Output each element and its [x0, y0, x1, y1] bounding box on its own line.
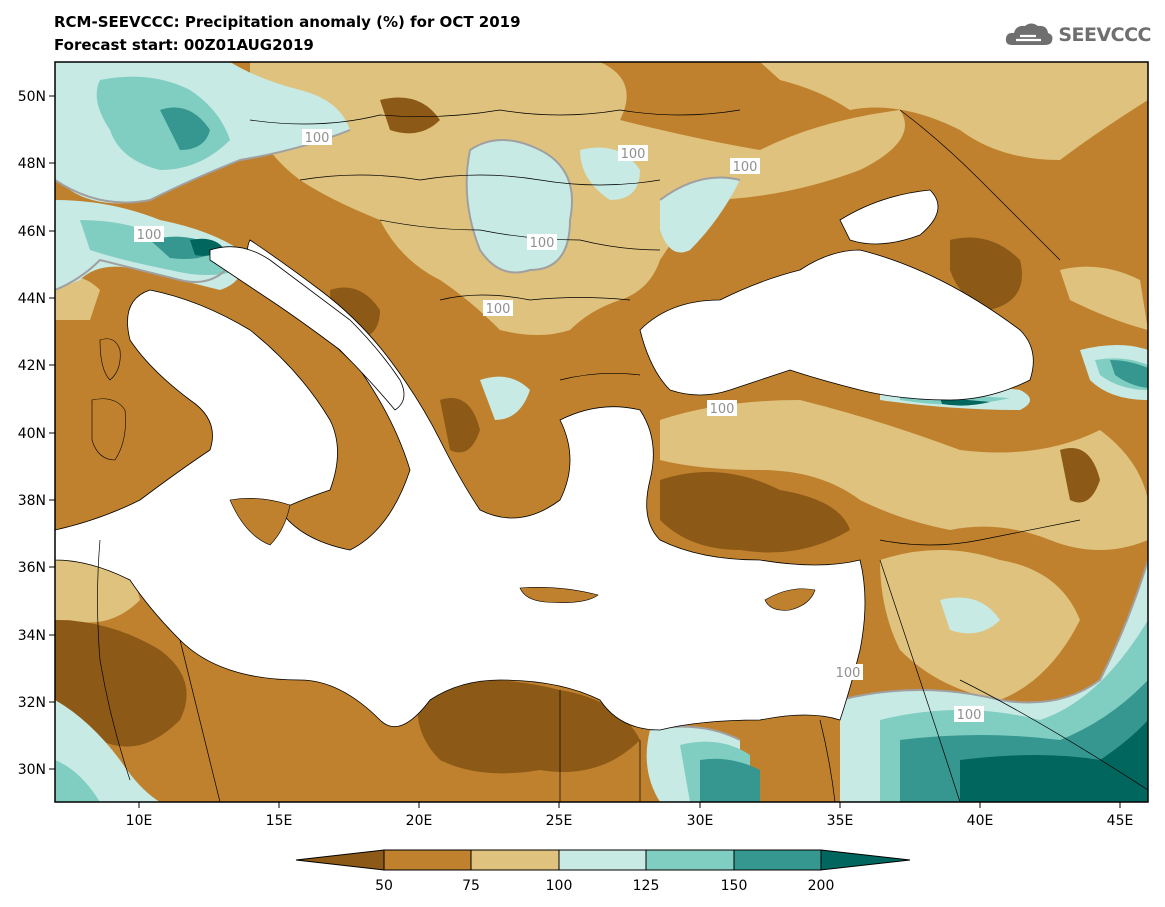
sardinia — [91, 398, 126, 461]
colorbar-label: 150 — [721, 878, 748, 894]
mediterranean-sea — [55, 239, 866, 731]
colorbar-swatch-100-125 — [558, 849, 647, 871]
contour-100-lines — [55, 129, 1148, 741]
map-frame — [54, 61, 1149, 803]
seevccc-logo: SEEVCCC — [1004, 20, 1151, 50]
svg-text:35E: 35E — [827, 813, 854, 829]
svg-text:36N: 36N — [18, 560, 46, 576]
lon-tick-label: 25E — [546, 802, 573, 829]
svg-text:45E: 45E — [1107, 813, 1134, 829]
lon-tick-label: 35E — [827, 802, 854, 829]
map-field — [55, 62, 1148, 802]
lat-tick-label: 36N — [18, 560, 55, 576]
svg-text:10E: 10E — [126, 813, 153, 829]
forecast-start: Forecast start: 00Z01AUG2019 — [54, 36, 314, 54]
colorbar-swatch-125-150 — [645, 849, 735, 871]
svg-text:34N: 34N — [18, 628, 46, 644]
svg-text:30E: 30E — [687, 813, 714, 829]
svg-text:20E: 20E — [406, 813, 433, 829]
sea-areas — [55, 189, 1034, 731]
lat-tick-label: 38N — [18, 493, 55, 509]
svg-text:100: 100 — [733, 160, 758, 175]
lat-tick-label: 44N — [18, 291, 55, 307]
lat-tick-label: 42N — [18, 358, 55, 374]
map-title: RCM-SEEVCCC: Precipitation anomaly (%) f… — [54, 13, 521, 31]
contour-label: 100 — [527, 234, 557, 251]
contour-label: 100 — [302, 129, 332, 146]
country-borders — [97, 109, 1148, 802]
colorbar-label: 125 — [633, 878, 660, 894]
islands — [91, 338, 816, 611]
lon-tick-label: 45E — [1107, 802, 1134, 829]
svg-text:32N: 32N — [18, 695, 46, 711]
colorbar-swatch-below-50 — [295, 849, 385, 871]
svg-text:100: 100 — [836, 666, 861, 681]
lat-tick-label: 50N — [18, 89, 55, 105]
contour-label: 100 — [730, 158, 760, 175]
colorbar: 50 75 100 125 150 200 — [295, 849, 911, 894]
svg-text:42N: 42N — [18, 358, 46, 374]
lat-tick-label: 46N — [18, 224, 55, 240]
cyprus — [764, 588, 816, 611]
colorbar-swatch-75-100 — [470, 849, 560, 871]
colorbar-swatch-above-200 — [820, 849, 911, 871]
lat-tick-label: 30N — [18, 762, 55, 778]
svg-text:100: 100 — [305, 131, 330, 146]
svg-text:40E: 40E — [967, 813, 994, 829]
contour-label: 100 — [707, 400, 737, 417]
contour-label: 100 — [483, 300, 513, 317]
svg-text:40N: 40N — [18, 426, 46, 442]
contour-label: 100 — [134, 226, 164, 243]
svg-text:25E: 25E — [546, 813, 573, 829]
contour-label: 100 — [618, 145, 648, 162]
lat-axis: 30N 32N 34N 36N 38N 40N 42N 44N 46N 48N … — [18, 89, 55, 778]
svg-text:38N: 38N — [18, 493, 46, 509]
lat-tick-label: 34N — [18, 628, 55, 644]
svg-text:100: 100 — [530, 236, 555, 251]
anomaly-below-50-areas — [55, 97, 1100, 774]
contour-labels: 100 100 100 100 100 100 100 100 100 — [134, 129, 984, 723]
sicily — [229, 498, 291, 546]
colorbar-label: 50 — [375, 878, 393, 894]
sea-of-azov — [839, 189, 939, 245]
colorbar-swatch-150-200 — [733, 849, 822, 871]
logo-text: SEEVCCC — [1058, 24, 1151, 46]
corsica — [99, 338, 121, 381]
svg-text:100: 100 — [710, 402, 735, 417]
lat-tick-label: 48N — [18, 156, 55, 172]
lon-tick-label: 40E — [967, 802, 994, 829]
black-sea — [639, 249, 1034, 401]
svg-text:100: 100 — [137, 228, 162, 243]
svg-text:46N: 46N — [18, 224, 46, 240]
svg-text:50N: 50N — [18, 89, 46, 105]
svg-text:44N: 44N — [18, 291, 46, 307]
svg-text:30N: 30N — [18, 762, 46, 778]
lon-tick-label: 30E — [687, 802, 714, 829]
svg-text:15E: 15E — [266, 813, 293, 829]
cloud-icon — [1006, 23, 1053, 45]
lon-tick-label: 20E — [406, 802, 433, 829]
contour-label: 100 — [954, 706, 984, 723]
colorbar-label: 200 — [808, 878, 835, 894]
contour-label: 100 — [833, 664, 863, 681]
colorbar-label: 100 — [546, 878, 573, 894]
svg-text:48N: 48N — [18, 156, 46, 172]
lon-tick-label: 10E — [126, 802, 153, 829]
svg-text:100: 100 — [957, 708, 982, 723]
lat-tick-label: 32N — [18, 695, 55, 711]
svg-text:100: 100 — [486, 302, 511, 317]
lon-tick-label: 15E — [266, 802, 293, 829]
lat-tick-label: 40N — [18, 426, 55, 442]
colorbar-swatch-50-75 — [383, 849, 472, 871]
crete — [519, 587, 599, 603]
svg-text:100: 100 — [621, 147, 646, 162]
colorbar-label: 75 — [462, 878, 480, 894]
adriatic-sea — [209, 246, 405, 411]
lon-axis: 10E 15E 20E 25E 30E 35E 40E 45E — [126, 802, 1134, 829]
